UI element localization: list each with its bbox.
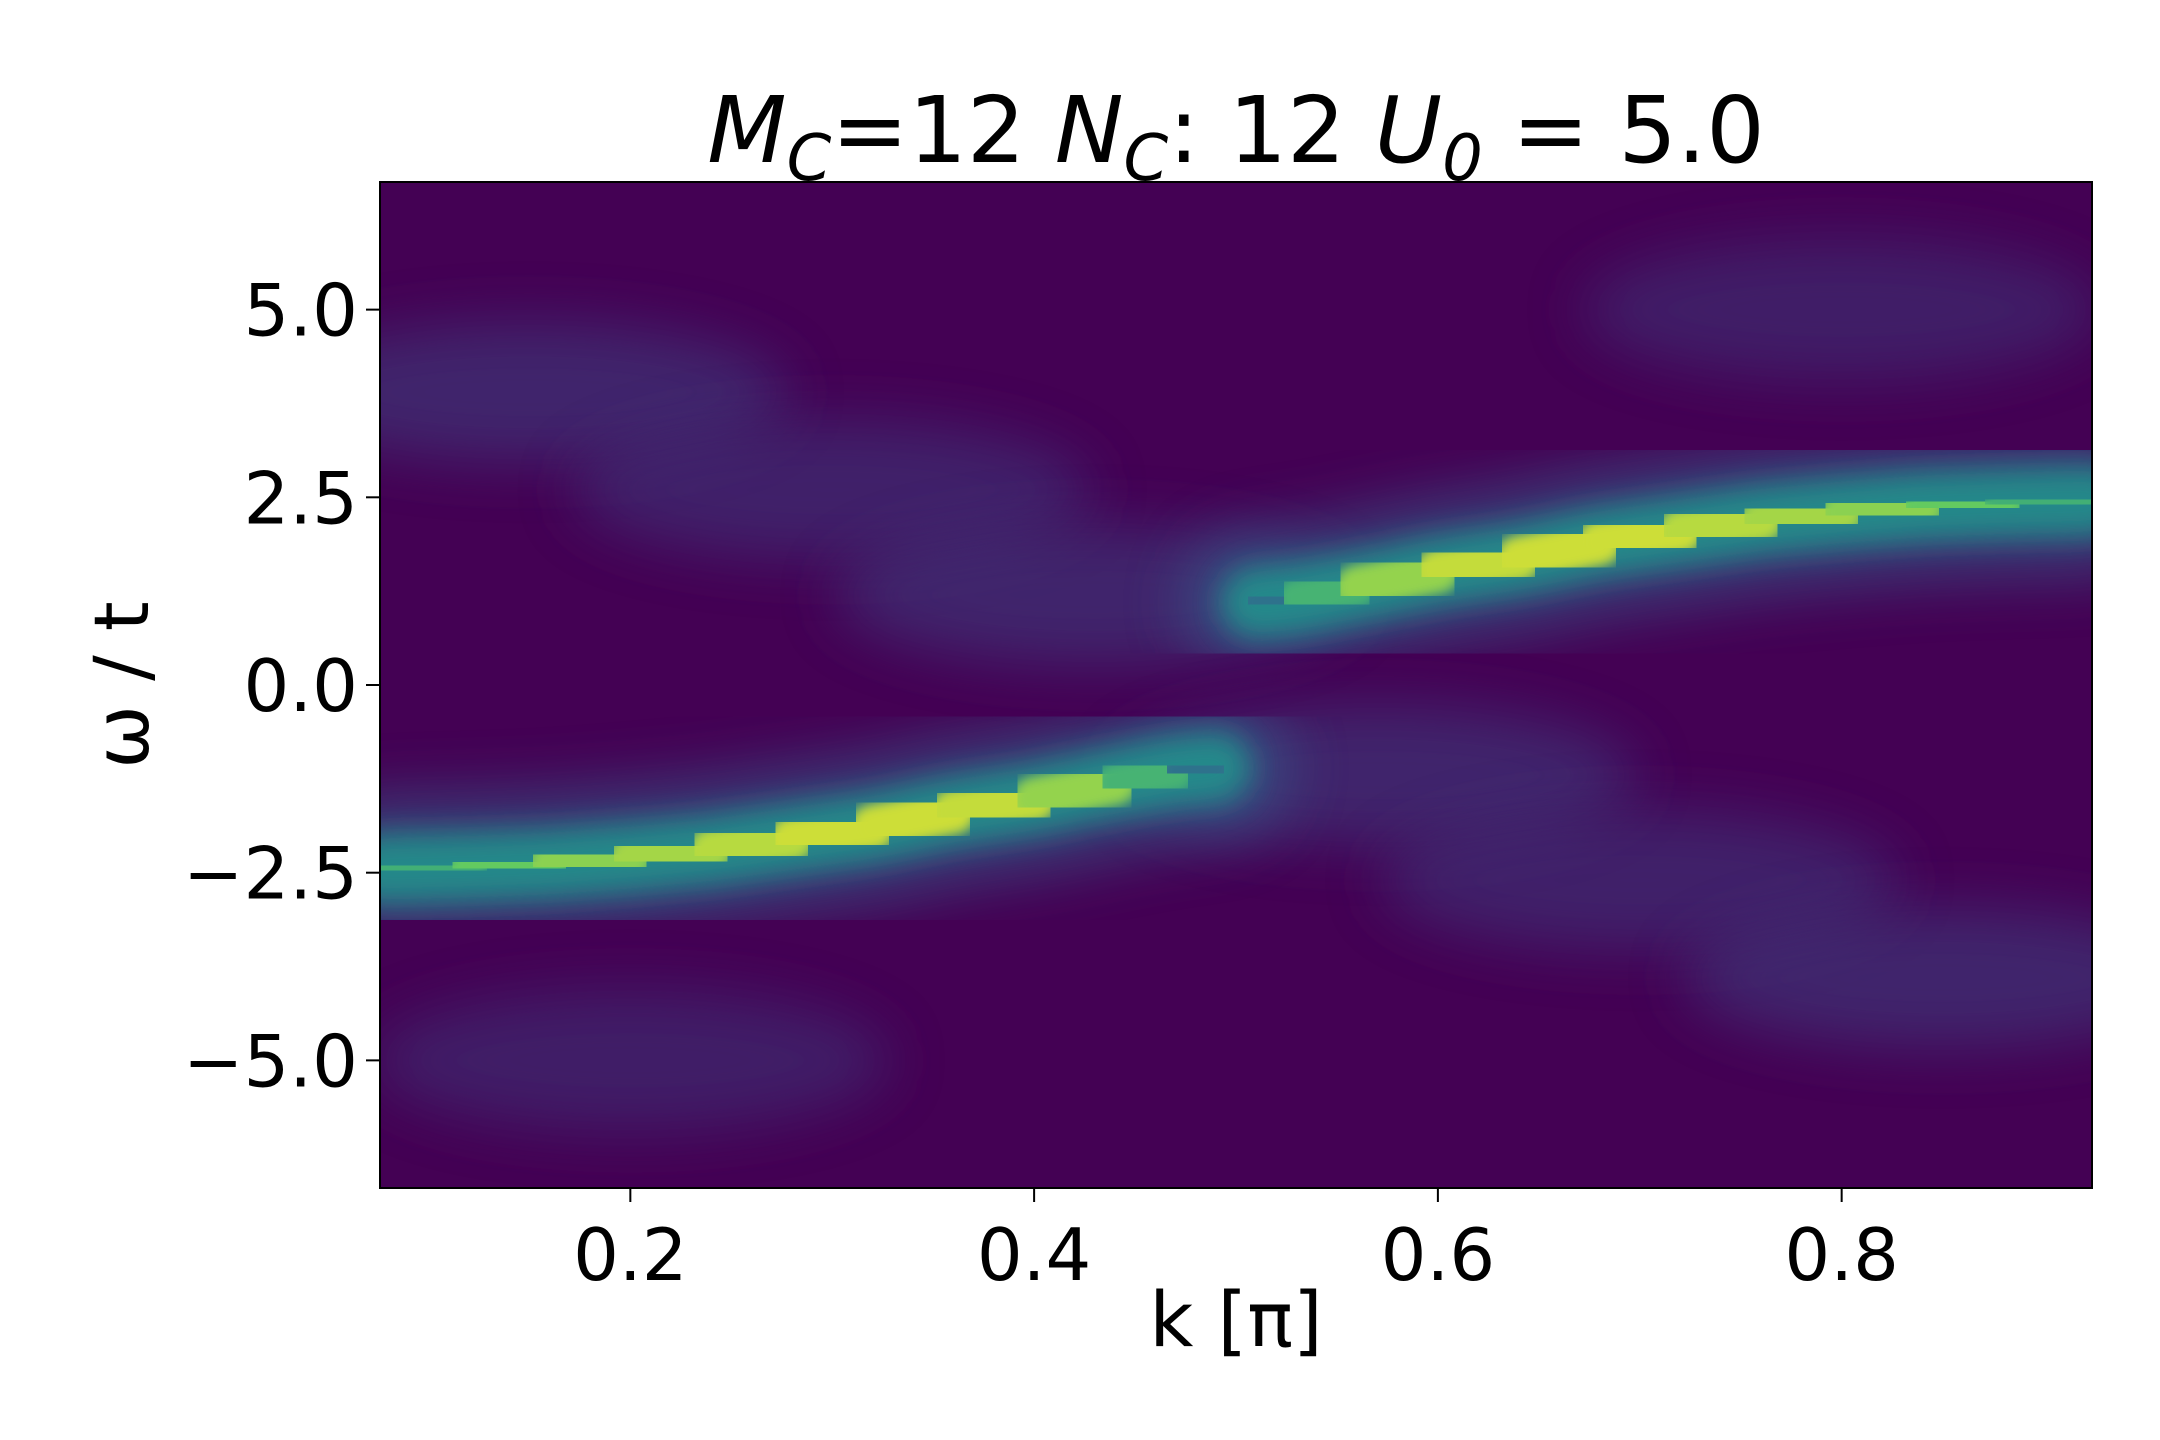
y-tick-label: −2.5 bbox=[183, 832, 358, 916]
x-tick-label: 0.4 bbox=[977, 1213, 1092, 1297]
y-tick-label: 0.0 bbox=[243, 644, 358, 728]
x-axis-label: k [π] bbox=[1149, 1275, 1322, 1364]
y-tick-label: 2.5 bbox=[243, 456, 358, 540]
faint-feature-0 bbox=[380, 322, 790, 463]
y-axis-label: ω / t bbox=[77, 601, 166, 768]
band-upper-segment bbox=[1982, 480, 2092, 525]
y-tick-label: −5.0 bbox=[183, 1019, 358, 1103]
faint-feature-7 bbox=[1581, 239, 2092, 380]
chart-title: MC=12 NC: 12 U0 = 5.0 bbox=[707, 77, 1765, 196]
title-u-symbol: U bbox=[1375, 77, 1442, 184]
x-tick-label: 0.2 bbox=[573, 1213, 688, 1297]
y-tick-label: 5.0 bbox=[243, 269, 358, 353]
title-m-symbol: M bbox=[707, 77, 786, 184]
faint-feature-4 bbox=[1379, 810, 1900, 951]
x-tick-label: 0.6 bbox=[1381, 1213, 1496, 1297]
title-n-value: : 12 bbox=[1168, 77, 1375, 184]
title-m-value: =12 bbox=[831, 77, 1054, 184]
plot-area bbox=[380, 182, 2092, 1188]
faint-feature-6 bbox=[380, 990, 891, 1131]
faint-feature-1 bbox=[572, 419, 1093, 560]
faint-feature-5 bbox=[1682, 907, 2092, 1048]
band-lower-segment bbox=[1157, 749, 1235, 790]
title-n-symbol: N bbox=[1055, 77, 1124, 184]
x-tick-label: 0.8 bbox=[1784, 1213, 1899, 1297]
y-axis-ticks: 5.0 2.5 0.0 −2.5 −5.0 bbox=[183, 269, 380, 1103]
x-axis-ticks: 0.2 0.4 0.6 0.8 bbox=[573, 1188, 1899, 1297]
spectral-bands bbox=[380, 426, 2092, 944]
title-u-value: = 5.0 bbox=[1483, 77, 1765, 184]
